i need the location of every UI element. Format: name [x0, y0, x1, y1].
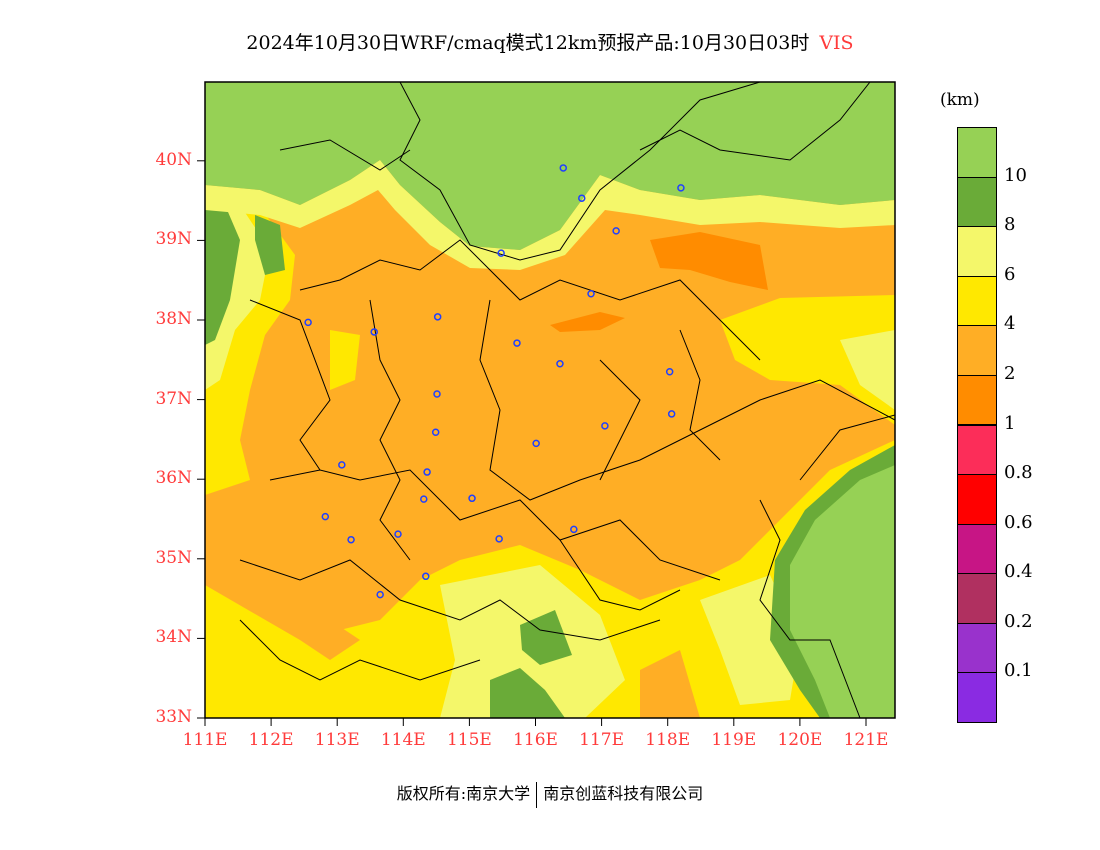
- axis-ticks: [197, 160, 867, 726]
- lat-tick-label: 36N: [155, 468, 192, 489]
- station-marker: [338, 461, 346, 469]
- field-yellow: [330, 330, 360, 390]
- station-marker: [667, 410, 676, 418]
- colorbar-swatch: [957, 127, 997, 178]
- colorbar-swatch: [957, 325, 997, 376]
- station-marker: [556, 360, 564, 368]
- station-marker: [601, 422, 609, 430]
- station-marker: [497, 249, 505, 257]
- lon-tick-label: 111E: [182, 730, 228, 750]
- field-dark-green: [205, 200, 240, 345]
- colorbar-unit: (km): [940, 90, 980, 110]
- field-green: [205, 82, 895, 250]
- station-marker: [423, 468, 431, 476]
- station-marker: [559, 164, 568, 172]
- field-pale-yellow: [205, 160, 895, 270]
- lat-tick-label: 39N: [155, 229, 192, 250]
- colorbar-label: 1: [1004, 412, 1016, 434]
- admin-boundaries: [239, 82, 895, 718]
- station-marker: [422, 572, 430, 581]
- colorbar-swatch: [957, 374, 997, 426]
- station-marker: [532, 439, 540, 448]
- station-marker: [370, 328, 378, 336]
- colorbar-label: 6: [1004, 263, 1016, 285]
- station-marker: [433, 390, 441, 398]
- colorbar-swatch: [957, 275, 997, 327]
- lon-tick-label: 120E: [777, 730, 823, 750]
- field-orange: [640, 650, 700, 718]
- station-marker: [612, 227, 620, 235]
- colorbar-label: 0.6: [1004, 511, 1033, 533]
- lon-tick-label: 114E: [380, 730, 426, 750]
- lat-tick-label: 38N: [155, 309, 192, 329]
- station-marker: [304, 318, 312, 327]
- lat-tick-label: 40N: [155, 149, 192, 170]
- station-marker: [513, 339, 521, 347]
- colorbar-label: 10: [1004, 164, 1027, 186]
- station-marker: [347, 535, 355, 544]
- station-marker: [420, 495, 428, 503]
- station-marker: [495, 535, 503, 543]
- lon-tick-label: 116E: [513, 730, 558, 750]
- footer-separator: [536, 781, 538, 808]
- field-dark-orange: [550, 312, 625, 332]
- colorbar-swatch: [957, 424, 997, 476]
- colorbar-swatch: [957, 573, 997, 624]
- lon-tick-label: 117E: [579, 730, 625, 750]
- map-title: 2024年10月30日WRF/cmaq模式12km预报产品:10月30日03时 V…: [0, 28, 1100, 55]
- station-marker: [394, 530, 402, 538]
- station-marker: [321, 512, 330, 521]
- station-marker: [677, 184, 685, 192]
- colorbar-swatch: [957, 622, 997, 674]
- station-marker: [665, 367, 674, 376]
- field-dark-green: [490, 668, 565, 718]
- lon-tick-label: 121E: [843, 730, 889, 750]
- field-green: [790, 465, 895, 718]
- station-marker: [468, 494, 476, 503]
- lat-tick-label: 37N: [155, 388, 192, 409]
- colorbar-swatch: [957, 474, 997, 525]
- colorbar-swatch: [957, 226, 997, 277]
- field-pale-yellow: [840, 330, 895, 410]
- lat-tick-label: 34N: [155, 627, 192, 648]
- station-marker: [376, 590, 384, 599]
- field-dark-green: [520, 610, 572, 665]
- field-dark-orange: [650, 232, 768, 290]
- variable-name: VIS: [819, 32, 854, 54]
- station-marker: [570, 525, 578, 534]
- station-marker: [587, 289, 595, 298]
- colorbar-swatch: [957, 672, 997, 723]
- title-text: 2024年10月30日WRF/cmaq模式12km预报产品:10月30日03时: [246, 32, 810, 54]
- lon-tick-label: 118E: [645, 730, 691, 750]
- lon-tick-label: 113E: [314, 730, 360, 750]
- lat-tick-label: 35N: [155, 547, 192, 568]
- lon-tick-label: 115E: [446, 730, 492, 750]
- lon-tick-label: 119E: [711, 730, 757, 750]
- colorbar-label: 0.8: [1004, 462, 1033, 484]
- station-marker: [578, 194, 586, 202]
- field-yellow: [720, 295, 895, 425]
- footer-left: 版权所有:南京大学: [396, 784, 531, 803]
- field-orange: [300, 620, 360, 660]
- colorbar-swatch: [957, 176, 997, 228]
- colorbar-label: 2: [1004, 362, 1016, 384]
- lat-tick-label: 33N: [155, 707, 192, 727]
- colorbar-label: 0.2: [1004, 610, 1033, 632]
- copyright-footer: 版权所有:南京大学 南京创蓝科技有限公司: [0, 780, 1100, 808]
- station-marker: [431, 428, 440, 436]
- lon-tick-label: 112E: [248, 730, 294, 750]
- station-marker: [433, 313, 442, 321]
- colorbar-label: 8: [1004, 214, 1016, 236]
- field-dark-green: [255, 215, 285, 275]
- footer-right: 南京创蓝科技有限公司: [543, 784, 704, 803]
- colorbar-label: 0.1: [1004, 660, 1033, 682]
- colorbar-label: 0.4: [1004, 561, 1033, 583]
- colorbar-swatch: [957, 523, 997, 575]
- colorbar-label: 4: [1004, 313, 1016, 335]
- station-markers: [304, 164, 685, 599]
